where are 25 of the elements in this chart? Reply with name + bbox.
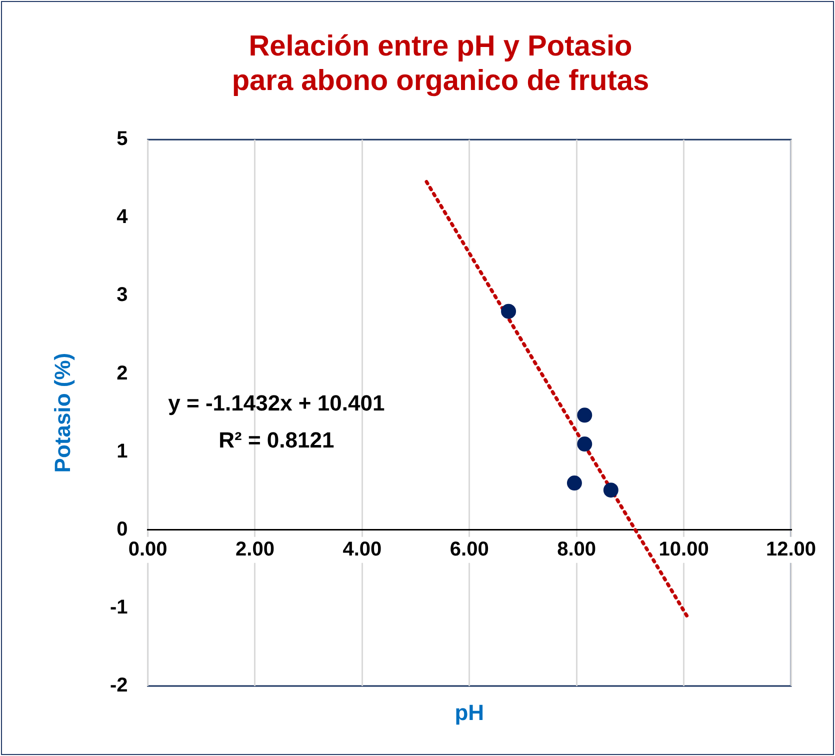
y-tick-label: -2 xyxy=(110,674,128,697)
y-tick-label: 1 xyxy=(116,440,128,462)
y-tick-label: 5 xyxy=(116,128,128,150)
chart-title: Relación entre pH y Potasio para abono organico de frutas xyxy=(232,30,650,98)
x-tick-label: 2.00 xyxy=(236,538,274,560)
annotation: R² = 0.8121 xyxy=(218,428,334,453)
point xyxy=(603,482,618,498)
y-tick-label: 3 xyxy=(116,284,128,306)
x-tick-label: 12.00 xyxy=(766,538,816,560)
point xyxy=(501,304,516,319)
x-tick-label: 10.00 xyxy=(658,538,709,560)
point xyxy=(577,408,592,423)
y-tick-label: 0 xyxy=(116,518,128,540)
x-tick-label: 8.00 xyxy=(557,538,596,560)
y-tick-label: 4 xyxy=(116,206,129,228)
annotation: y = -1.1432x + 10.401 xyxy=(168,390,385,416)
point xyxy=(577,436,592,452)
y-axis-title: Potasio (%) xyxy=(50,352,76,473)
x-tick-label: 6.00 xyxy=(450,538,489,560)
x-tick-label: 4.00 xyxy=(342,538,382,560)
point xyxy=(566,476,582,491)
x-tick-label: 0.00 xyxy=(128,538,168,560)
y-tick-label: -1 xyxy=(110,596,128,618)
x-axis-title: pH xyxy=(454,700,484,726)
y-tick-label: 2 xyxy=(116,362,128,384)
